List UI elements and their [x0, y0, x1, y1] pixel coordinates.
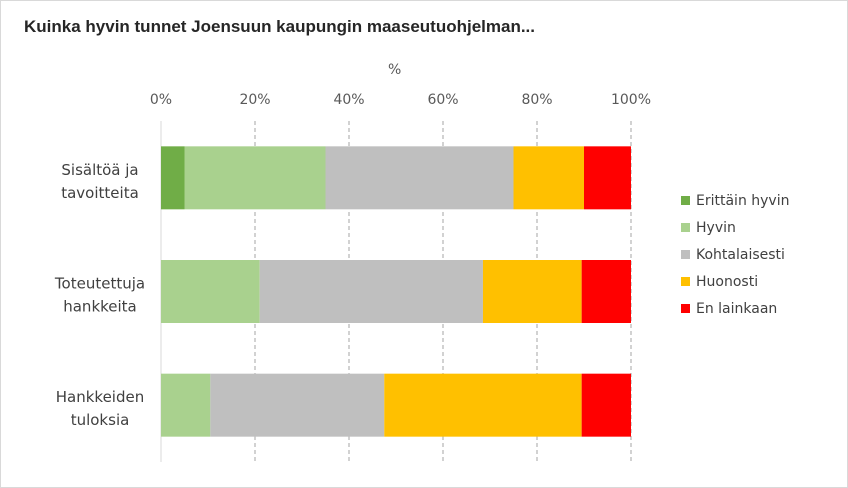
bar-segment — [384, 373, 582, 437]
category-label-line: tavoitteita — [61, 184, 139, 202]
category-label: Sisältöä ja tavoitteita — [61, 161, 139, 202]
legend-item: Kohtalaisesti — [681, 241, 789, 268]
legend-swatch — [681, 304, 690, 313]
category-label-line: hankkeita — [63, 298, 137, 316]
bar-segment — [161, 146, 185, 210]
x-tick-label: 0% — [150, 92, 172, 108]
legend-label: Erittäin hyvin — [696, 192, 790, 209]
legend: Erittäin hyvin Hyvin Kohtalaisesti Huonosti… — [681, 187, 789, 322]
category-label-line: Sisältöä ja — [61, 161, 138, 179]
bar-segment — [513, 146, 584, 210]
bar-segment — [210, 373, 385, 437]
legend-label: Kohtalaisesti — [696, 246, 785, 263]
legend-label: Huonosti — [696, 273, 759, 290]
bar-segment — [584, 146, 631, 210]
category-label: Toteutettuja hankkeita — [54, 275, 145, 316]
legend-item: Hyvin — [681, 214, 789, 241]
legend-item: En lainkaan — [681, 295, 789, 322]
x-tick-label: 80% — [521, 92, 552, 108]
bar-segment — [581, 373, 631, 437]
x-tick-label: 100% — [611, 92, 651, 108]
x-axis-label: % — [388, 62, 402, 78]
bar-segment — [161, 260, 260, 323]
bar-segment — [161, 373, 211, 437]
bar-segment — [259, 260, 483, 323]
bar-segment — [325, 146, 514, 210]
x-tick-label: 40% — [333, 92, 364, 108]
legend-swatch — [681, 250, 690, 259]
legend-item: Huonosti — [681, 268, 789, 295]
bar-segment — [184, 146, 326, 210]
category-label-line: tuloksia — [71, 411, 130, 429]
x-tick-label: 20% — [239, 92, 270, 108]
legend-label: Hyvin — [696, 219, 736, 236]
legend-swatch — [681, 277, 690, 286]
category-label: Hankkeiden tuloksia — [56, 388, 144, 429]
x-tick-label: 60% — [427, 92, 458, 108]
category-label-line: Toteutettuja — [54, 275, 145, 293]
legend-swatch — [681, 223, 690, 232]
chart-title: Kuinka hyvin tunnet Joensuun kaupungin m… — [24, 17, 536, 36]
legend-label: En lainkaan — [696, 300, 778, 317]
category-label-line: Hankkeiden — [56, 388, 144, 406]
bar-segment — [482, 260, 582, 323]
bar-segment — [581, 260, 631, 323]
legend-swatch — [681, 196, 690, 205]
legend-item: Erittäin hyvin — [681, 187, 789, 214]
